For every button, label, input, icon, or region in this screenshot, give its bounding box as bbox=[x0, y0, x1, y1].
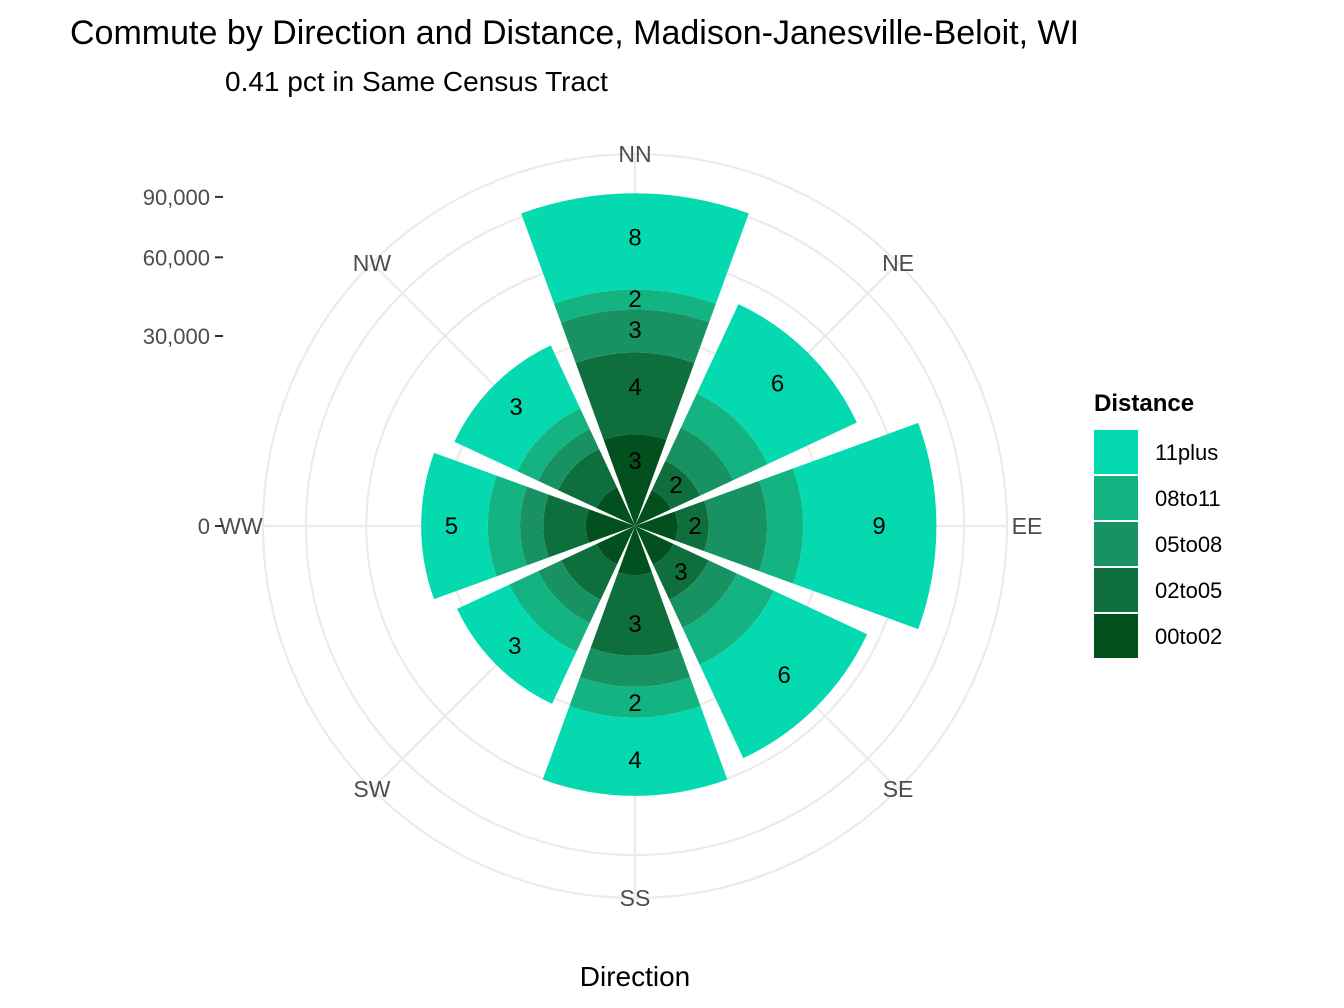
legend-swatch-05to08 bbox=[1094, 522, 1138, 566]
bar-SW-02to05 bbox=[561, 543, 618, 600]
bar-SS-00to02 bbox=[618, 526, 652, 576]
bar-SE-00to02 bbox=[635, 526, 674, 565]
bar-label-SW-11plus: 3 bbox=[508, 633, 521, 660]
direction-label-SS: SS bbox=[620, 885, 651, 911]
direction-label-NE: NE bbox=[882, 250, 914, 276]
bar-NW-00to02 bbox=[596, 487, 635, 526]
bar-label-SS-11plus: 4 bbox=[628, 747, 641, 774]
y-tick-label: 30,000 bbox=[143, 324, 210, 349]
bar-label-SE-02to05: 3 bbox=[674, 559, 687, 586]
bar-label-NE-02to05: 2 bbox=[669, 472, 682, 499]
bar-NN-08to11 bbox=[554, 289, 716, 323]
legend-label-02to05: 02to05 bbox=[1155, 578, 1222, 603]
bar-EE-00to02 bbox=[635, 511, 678, 541]
bar-label-NN-08to11: 2 bbox=[628, 286, 641, 313]
legend-title: Distance bbox=[1094, 390, 1194, 417]
bar-NE-02to05 bbox=[651, 460, 701, 510]
chart-subtitle: 0.41 pct in Same Census Tract bbox=[225, 66, 608, 97]
bar-SW-05to08 bbox=[538, 560, 601, 623]
legend: Distance 11plus 08to11 05to08 02to05 00to02 bbox=[1094, 390, 1222, 658]
bar-SW-11plus bbox=[457, 584, 577, 704]
bar-SE-05to08 bbox=[669, 560, 737, 628]
bar-SE-08to11 bbox=[682, 573, 774, 665]
bar-NN-11plus bbox=[521, 193, 749, 304]
x-axis-title: Direction bbox=[580, 961, 690, 992]
direction-label-WW: WW bbox=[219, 513, 263, 539]
bar-EE-11plus bbox=[793, 422, 937, 630]
bar-NE-08to11 bbox=[680, 393, 768, 481]
bar-SS-05to08 bbox=[579, 647, 691, 687]
bar-WW-00to02 bbox=[585, 509, 635, 543]
legend-label-11plus: 11plus bbox=[1155, 440, 1218, 465]
legend-swatch-00to02 bbox=[1094, 614, 1138, 658]
bar-label-NW-11plus: 3 bbox=[509, 394, 522, 421]
bar-label-NN-02to05: 4 bbox=[628, 374, 641, 401]
bar-NN-00to02 bbox=[603, 434, 667, 526]
legend-swatch-11plus bbox=[1094, 430, 1138, 474]
bar-WW-08to11 bbox=[487, 475, 527, 577]
bar-NN-05to08 bbox=[560, 309, 710, 364]
bar-NN-02to05 bbox=[575, 352, 695, 440]
bar-NE-11plus bbox=[696, 304, 857, 465]
legend-swatch-08to11 bbox=[1094, 476, 1138, 520]
bar-label-NN-05to08: 3 bbox=[628, 317, 641, 344]
bar-NE-00to02 bbox=[635, 490, 671, 526]
bar-label-NE-11plus: 6 bbox=[771, 370, 784, 397]
legend-swatch-02to05 bbox=[1094, 568, 1138, 612]
bar-SS-08to11 bbox=[569, 677, 701, 718]
bar-NW-08to11 bbox=[517, 408, 590, 481]
bar-SW-00to02 bbox=[596, 526, 635, 565]
bars bbox=[421, 193, 937, 796]
direction-label-NN: NN bbox=[618, 141, 651, 167]
bar-label-WW-11plus: 5 bbox=[445, 513, 458, 540]
bar-SS-02to05 bbox=[590, 572, 680, 656]
bar-label-NN-11plus: 8 bbox=[628, 224, 641, 251]
bar-label-SS-08to11: 2 bbox=[628, 690, 641, 717]
bar-SE-02to05 bbox=[652, 543, 709, 600]
y-tick-label: 90,000 bbox=[143, 185, 210, 210]
bar-SE-11plus bbox=[699, 590, 868, 759]
legend-label-00to02: 00to02 bbox=[1155, 624, 1222, 649]
bar-NW-02to05 bbox=[557, 448, 618, 509]
chart-title: Commute by Direction and Distance, Madis… bbox=[70, 14, 1079, 52]
bar-label-NN-00to02: 3 bbox=[628, 448, 641, 475]
bar-EE-02to05 bbox=[674, 500, 709, 552]
direction-label-SE: SE bbox=[883, 776, 914, 802]
legend-label-05to08: 05to08 bbox=[1155, 532, 1222, 557]
bar-NW-11plus bbox=[454, 345, 581, 472]
bar-WW-11plus bbox=[421, 452, 497, 600]
bar-WW-02to05 bbox=[543, 494, 589, 558]
y-tick-label: 60,000 bbox=[143, 245, 210, 270]
direction-label-NW: NW bbox=[353, 250, 392, 276]
bar-SW-08to11 bbox=[509, 571, 590, 652]
bar-NE-05to08 bbox=[665, 427, 734, 496]
y-axis-ticks: 0 30,000 60,000 90,000 bbox=[143, 185, 223, 539]
bar-label-EE-11plus: 9 bbox=[872, 513, 885, 540]
bar-EE-05to08 bbox=[704, 480, 768, 572]
y-tick-label: 0 bbox=[198, 514, 210, 539]
legend-label-08to11: 08to11 bbox=[1155, 486, 1221, 511]
bar-EE-08to11 bbox=[759, 468, 804, 584]
direction-label-EE: EE bbox=[1012, 513, 1043, 539]
bar-NW-05to08 bbox=[538, 429, 600, 491]
bar-label-SS-02to05: 3 bbox=[628, 611, 641, 638]
bar-SS-11plus bbox=[542, 706, 728, 796]
bar-label-EE-02to05: 2 bbox=[688, 513, 701, 540]
direction-labels: NN NE EE SE SS SW WW NW bbox=[219, 141, 1042, 911]
bar-WW-05to08 bbox=[519, 486, 549, 566]
bar-label-SE-11plus: 6 bbox=[778, 662, 791, 689]
direction-label-SW: SW bbox=[353, 776, 390, 802]
